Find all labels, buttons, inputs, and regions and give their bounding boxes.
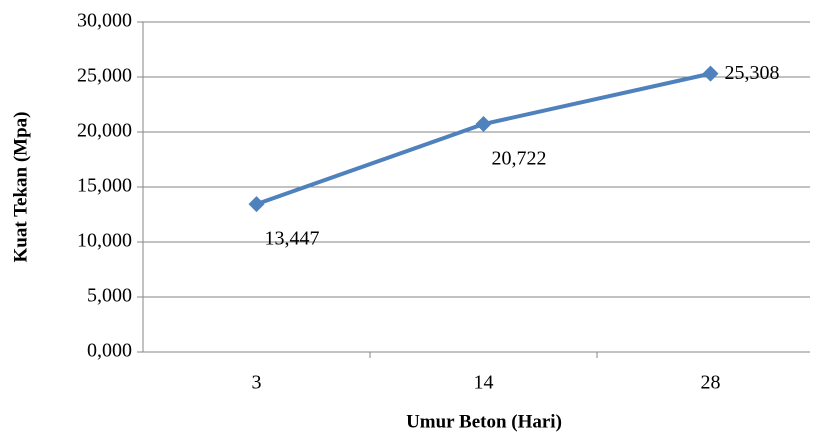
y-tick-label: 10,000 bbox=[77, 230, 132, 252]
y-tick-label: 15,000 bbox=[77, 175, 132, 197]
x-tick-label: 3 bbox=[252, 372, 262, 394]
marker bbox=[475, 116, 492, 133]
data-label: 20,722 bbox=[492, 148, 547, 170]
y-tick-label: 30,000 bbox=[77, 10, 132, 32]
y-tick-label: 25,000 bbox=[77, 65, 132, 87]
y-tick-label: 0,000 bbox=[87, 340, 132, 362]
marker bbox=[702, 65, 719, 82]
data-label: 13,447 bbox=[265, 228, 320, 250]
marker bbox=[248, 196, 265, 213]
x-tick-label: 14 bbox=[474, 372, 494, 394]
y-tick-label: 5,000 bbox=[87, 285, 132, 307]
line bbox=[255, 71, 711, 206]
y-axis-title: Kuat Tekan (Mpa) bbox=[10, 112, 31, 263]
x-tick-label: 28 bbox=[701, 372, 721, 394]
y-tick-label: 20,000 bbox=[77, 120, 132, 142]
data-label: 25,308 bbox=[725, 62, 780, 84]
x-axis-title: Umur Beton (Hari) bbox=[406, 411, 562, 432]
